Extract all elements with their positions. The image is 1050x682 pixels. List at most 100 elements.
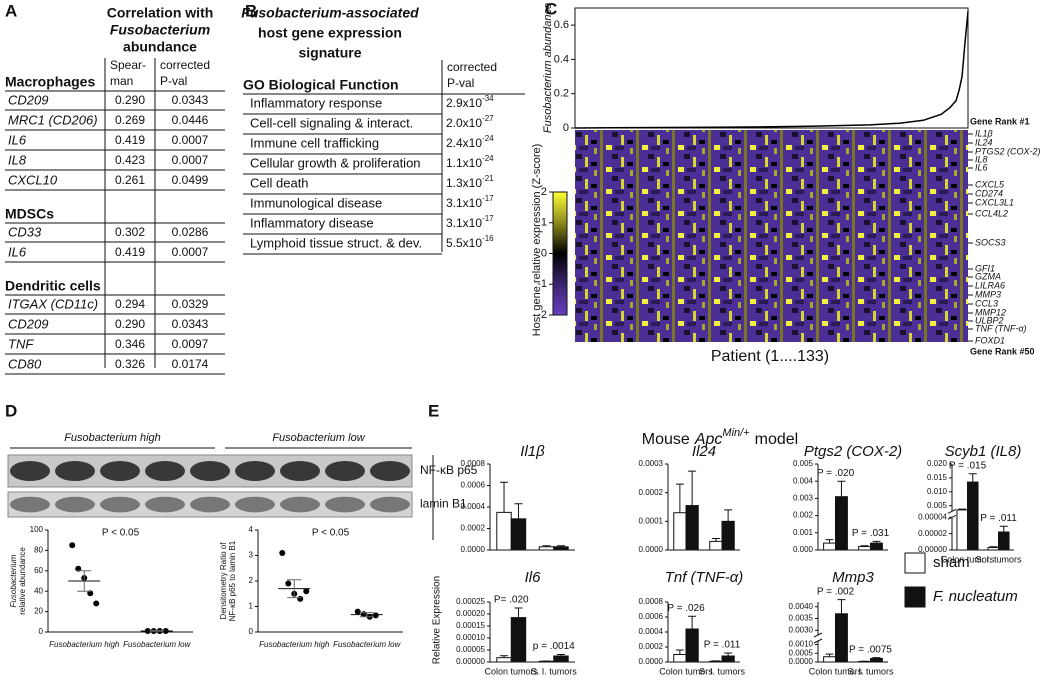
data-point — [297, 595, 304, 602]
error-bar — [500, 481, 509, 513]
gene-name: CD80 — [8, 356, 42, 371]
column-header: Spear- — [110, 58, 146, 72]
gene-name: MRC1 (CD206) — [8, 112, 98, 127]
bar — [721, 520, 735, 551]
colorbar-tick-label: 0 — [541, 247, 547, 259]
annotation: P = .031 — [852, 528, 890, 539]
p-mantissa: 5.5x10 — [446, 236, 482, 250]
data-point — [69, 542, 76, 549]
bar — [673, 512, 687, 551]
gene-label: CCL4L2 — [975, 208, 1008, 218]
x-tick-label: Fusobacterium low — [333, 640, 401, 649]
spearman-value: 0.423 — [115, 153, 145, 167]
column-header: P-val — [447, 76, 474, 90]
function-name: Lymphoid tissue struct. & dev. — [250, 235, 422, 250]
y-tick-label: 100 — [30, 525, 44, 534]
panel-label: C — [545, 0, 557, 18]
y-tick-label: 0.0006 — [461, 481, 486, 490]
error-bar — [724, 509, 733, 522]
p-mantissa: 1.1x10 — [446, 156, 482, 170]
y-tick-label: 0 — [39, 627, 44, 636]
band-label: lamin B1 — [420, 497, 467, 511]
group-header: Macrophages — [5, 74, 95, 90]
y-tick-label: 0 — [249, 627, 254, 636]
y-tick-label: 0.001 — [793, 528, 814, 537]
y-axis-label: relative abundance — [18, 547, 27, 615]
function-name: Inflammatory response — [250, 95, 382, 110]
gene-label: CD274 — [975, 188, 1003, 198]
chart-title: Scyb1 (IL8) — [945, 443, 1022, 460]
y-tick-label: 80 — [34, 546, 43, 555]
table-title: Correlation with — [107, 5, 214, 21]
blot-band — [10, 461, 50, 481]
error-bar — [514, 607, 523, 618]
gene-label: MMP12 — [975, 307, 1006, 317]
blot-band — [190, 496, 230, 513]
bar — [510, 617, 527, 663]
error-bar — [872, 657, 881, 659]
data-point — [285, 580, 292, 587]
chart-title: Il24 — [692, 443, 716, 460]
bar — [496, 511, 512, 551]
p-value: 2.0x10-27 — [446, 114, 494, 130]
p-value: 1.1x10-24 — [446, 154, 494, 170]
bar — [673, 654, 687, 663]
data-point — [303, 588, 310, 595]
title-gene: Apc — [694, 431, 723, 448]
y-tick-label: 0.015 — [927, 473, 948, 482]
data-point — [93, 600, 100, 607]
gene-name: IL8 — [8, 152, 27, 167]
blot-band — [55, 496, 95, 513]
y-tick-label: 60 — [34, 566, 43, 575]
annotation: P < 0.05 — [312, 528, 350, 539]
annotation: P < 0.05 — [102, 528, 140, 539]
group-header: MDSCs — [5, 206, 54, 222]
bar — [510, 518, 527, 551]
blot-band — [370, 461, 410, 481]
annotation: P= .020 — [494, 595, 529, 606]
p-exponent: -34 — [482, 94, 494, 103]
bar — [721, 655, 735, 663]
colorbar-tick-label: -2 — [537, 309, 547, 321]
rank-label: Gene Rank #1 — [970, 116, 1030, 126]
gene-label: TNF (TNF-α) — [975, 323, 1026, 333]
bar — [987, 547, 1000, 551]
y-tick-label: 0 — [563, 122, 569, 134]
annotation: P = .011 — [980, 513, 1017, 524]
x-tick-label: S. I. tumors — [975, 554, 1022, 564]
blot-band — [190, 461, 230, 481]
error-bar — [556, 545, 565, 547]
y-tick-label: 0.0003 — [639, 459, 664, 468]
p-mantissa: 1.3x10 — [446, 176, 482, 190]
gene-name: IL6 — [8, 244, 27, 259]
chart-title: Mmp3 — [832, 569, 874, 586]
data-point — [279, 549, 286, 556]
gene-name: CD209 — [8, 92, 48, 107]
y-tick-label: 0.0005 — [789, 648, 814, 657]
p-value: 0.0007 — [172, 245, 209, 259]
error-bar — [999, 525, 1008, 533]
x-axis-label: Patient (1....133) — [711, 348, 829, 365]
bar — [835, 613, 848, 663]
bar — [858, 546, 871, 551]
gene-label: PTGS2 (COX-2) — [975, 146, 1041, 156]
p-value: 2.4x10-24 — [446, 134, 494, 150]
p-value: 0.0329 — [172, 297, 209, 311]
spearman-value: 0.269 — [115, 113, 145, 127]
gene-name: CD33 — [8, 224, 42, 239]
y-tick-label: 0.0010 — [789, 640, 814, 649]
panel-label: A — [5, 1, 17, 20]
gene-label: GZMA — [975, 271, 1001, 281]
column-header: P-val — [160, 74, 187, 88]
gene-label: MMP3 — [975, 289, 1001, 299]
blot-band — [10, 496, 50, 513]
error-bar — [514, 503, 523, 519]
error-bar — [359, 612, 374, 618]
function-name: Inflammatory disease — [250, 215, 374, 230]
y-tick-label: 0.0002 — [461, 524, 486, 533]
spearman-value: 0.326 — [115, 357, 145, 371]
y-tick-label: 0.020 — [927, 459, 948, 468]
p-exponent: -24 — [482, 134, 494, 143]
title-part: Mouse — [642, 431, 690, 448]
data-point — [75, 565, 82, 572]
